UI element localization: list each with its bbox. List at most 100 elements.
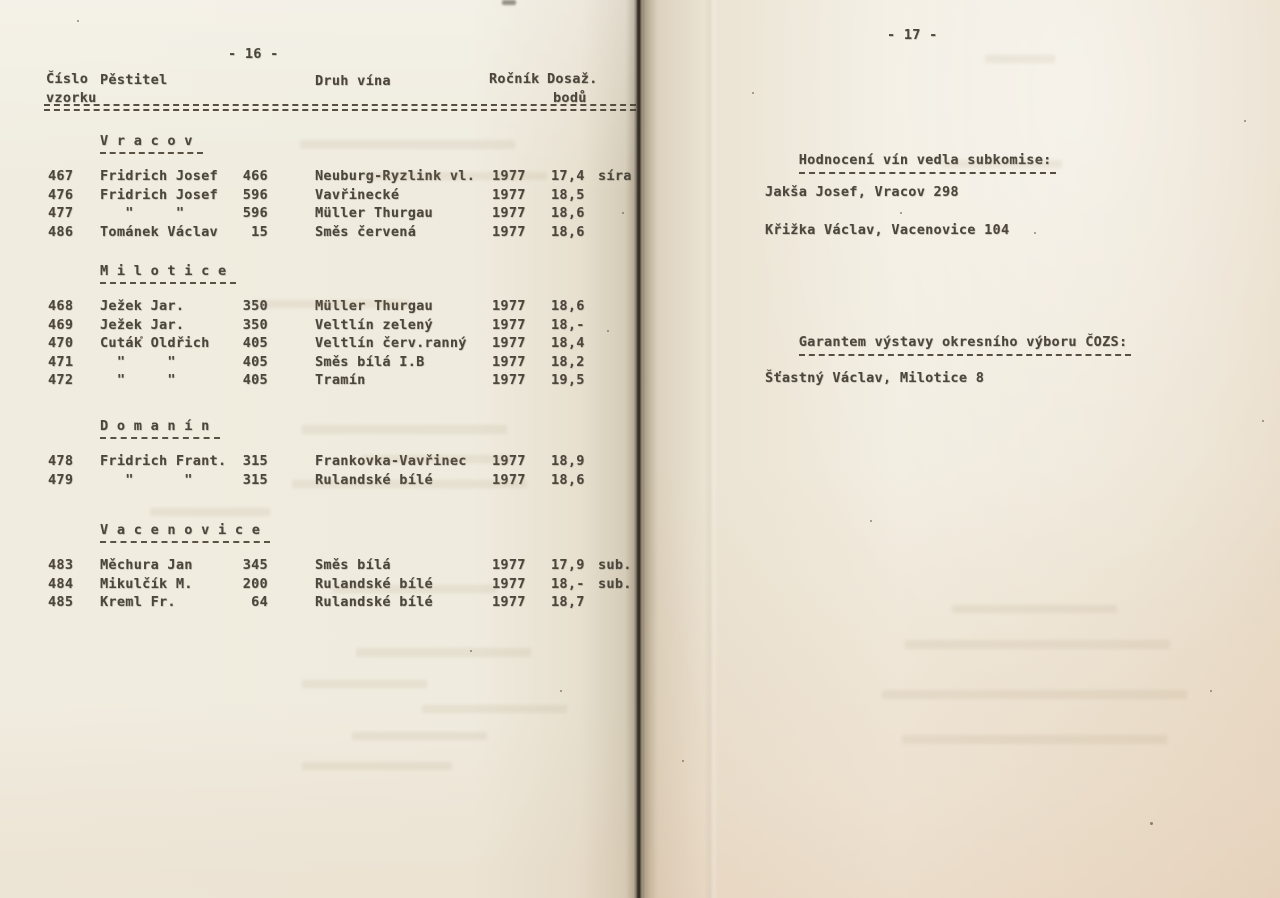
sample-number: 467 — [48, 168, 74, 184]
vintage-year: 1977 — [492, 353, 526, 370]
house-number: 405 — [242, 335, 268, 352]
wine-variety: Rulandské bílé — [315, 575, 433, 592]
wine-variety: Frankovka-Vavřinec — [315, 453, 467, 469]
page-number-left: - 16 - — [228, 46, 279, 62]
house-number: 64 — [251, 594, 268, 611]
vintage-year: 1977 — [492, 168, 526, 184]
vintage-year: 1977 — [492, 298, 526, 314]
wine-variety: Vavřinecké — [315, 186, 400, 203]
grower-name: Kreml Fr. — [100, 594, 176, 611]
house-number: 596 — [242, 205, 268, 222]
grower-name: " " — [100, 205, 185, 222]
grower-name: " " — [100, 353, 176, 370]
section-heading-milotice: M i l o t i c e — [100, 263, 237, 284]
vintage-year: 1977 — [492, 316, 526, 333]
wine-variety: Směs červená — [315, 223, 417, 240]
house-number: 315 — [242, 471, 268, 488]
column-header-points-2: bodů — [553, 90, 587, 106]
grower-name: Cuták Oldřich — [100, 335, 210, 352]
section-heading-domanín: D o m a n í n — [100, 418, 220, 439]
sample-number: 483 — [48, 557, 74, 573]
points-scored: 18,6 — [551, 205, 585, 222]
sample-number: 476 — [48, 186, 74, 203]
sample-number: 470 — [48, 335, 74, 352]
sample-number: 477 — [48, 205, 74, 222]
points-scored: 18,9 — [551, 453, 585, 469]
grower-name: Fridrich Josef — [100, 168, 218, 184]
column-header-sample-number-2: vzorku — [46, 90, 97, 106]
grower-name: Mikulčík M. — [100, 575, 193, 592]
points-scored: 18,5 — [551, 186, 585, 203]
wine-variety: Směs bílá I.B — [315, 353, 425, 370]
guarantor-heading: Garantem výstavy okresního výboru ČOZS: — [765, 318, 1132, 372]
wine-variety: Směs bílá — [315, 557, 391, 573]
sample-number: 471 — [48, 353, 74, 370]
grower-name: " " — [100, 372, 176, 389]
vintage-year: 1977 — [492, 205, 526, 222]
sample-number: 479 — [48, 471, 74, 488]
wine-variety: Rulandské bílé — [315, 594, 433, 611]
row-note: sub. — [598, 575, 632, 592]
points-scored: 18,- — [551, 316, 585, 333]
vintage-year: 1977 — [492, 372, 526, 389]
column-header-year: Ročník — [489, 71, 540, 87]
sample-number: 485 — [48, 594, 74, 611]
grower-name: Fridrich Josef — [100, 186, 218, 203]
grower-name: Ježek Jar. — [100, 316, 185, 333]
points-scored: 18,6 — [551, 471, 585, 488]
column-header-grower: Pěstitel — [100, 72, 168, 88]
row-note: sub. — [598, 557, 632, 573]
subcommittee-heading-text: Hodnocení vín vedla subkomise: — [798, 152, 1056, 174]
house-number: 350 — [242, 298, 268, 314]
wine-variety: Tramín — [315, 372, 366, 389]
guarantor-name: Šťastný Václav, Milotice 8 — [765, 370, 985, 386]
points-scored: 18,- — [551, 575, 585, 592]
left-page: - 16 - Číslo vzorku Pěstitel Druh vína R… — [0, 0, 637, 898]
points-scored: 17,9 — [551, 557, 585, 573]
vintage-year: 1977 — [492, 335, 526, 352]
grower-name: Měchura Jan — [100, 557, 193, 573]
sample-number: 468 — [48, 298, 74, 314]
sample-number: 486 — [48, 223, 74, 240]
vintage-year: 1977 — [492, 471, 526, 488]
grower-name: Ježek Jar. — [100, 298, 185, 314]
house-number: 345 — [242, 557, 268, 573]
vintage-year: 1977 — [492, 557, 526, 573]
points-scored: 18,4 — [551, 335, 585, 352]
grower-name: Tománek Václav — [100, 223, 218, 240]
column-header-sample-number: Číslo — [46, 71, 89, 87]
house-number: 315 — [242, 453, 268, 469]
vintage-year: 1977 — [492, 594, 526, 611]
jury-member-2: Křižka Václav, Vacenovice 104 — [765, 222, 1010, 238]
wine-variety: Veltlín zelený — [315, 316, 433, 333]
vintage-year: 1977 — [492, 223, 526, 240]
section-heading-vracov: V r a c o v — [100, 133, 203, 154]
wine-variety: Rulandské bílé — [315, 471, 433, 488]
points-scored: 19,5 — [551, 372, 585, 389]
sample-number: 478 — [48, 453, 74, 469]
guarantor-heading-text: Garantem výstavy okresního výboru ČOZS: — [798, 334, 1132, 356]
house-number: 350 — [242, 316, 268, 333]
wine-variety: Veltlín červ.ranný — [315, 335, 467, 352]
grower-name: " " — [100, 471, 193, 488]
vintage-year: 1977 — [492, 186, 526, 203]
wine-variety: Müller Thurgau — [315, 298, 433, 314]
page-number-right: - 17 - — [887, 27, 938, 43]
sample-number: 484 — [48, 575, 74, 592]
vintage-year: 1977 — [492, 453, 526, 469]
house-number: 405 — [242, 353, 268, 370]
house-number: 200 — [242, 575, 268, 592]
header-rule-bottom — [44, 109, 636, 111]
points-scored: 18,6 — [551, 223, 585, 240]
jury-member-1: Jakša Josef, Vracov 298 — [765, 184, 959, 200]
house-number: 15 — [251, 223, 268, 240]
house-number: 405 — [242, 372, 268, 389]
house-number: 466 — [242, 168, 268, 184]
header-rule-top — [44, 104, 636, 106]
wine-variety: Müller Thurgau — [315, 205, 433, 222]
points-scored: 17,4 — [551, 168, 585, 184]
sample-number: 469 — [48, 316, 74, 333]
section-heading-vacenovice: V a c e n o v i c e — [100, 522, 271, 543]
vintage-year: 1977 — [492, 575, 526, 592]
